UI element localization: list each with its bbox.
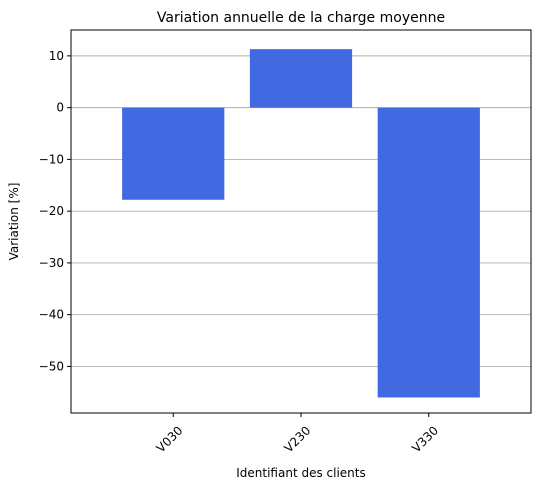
chart-title: Variation annuelle de la charge moyenne <box>157 10 445 26</box>
x-axis-title: Identifiant des clients <box>236 466 366 480</box>
y-tick-label: −20 <box>39 204 64 218</box>
y-axis-title: Variation [%] <box>7 183 21 261</box>
y-tick-label: −30 <box>39 256 64 270</box>
bar-v230 <box>249 49 353 108</box>
y-tick-label: −50 <box>39 359 64 373</box>
y-tick-label: −10 <box>39 152 64 166</box>
y-tick-label: 10 <box>49 49 64 63</box>
y-axis-ticks: 10 0 −10 −20 −30 −40 −50 <box>39 49 71 373</box>
bar-v030 <box>122 107 225 200</box>
bars <box>122 49 480 398</box>
y-tick-label: 0 <box>56 101 64 115</box>
y-tick-label: −40 <box>39 308 64 322</box>
bar-v330 <box>377 107 480 398</box>
